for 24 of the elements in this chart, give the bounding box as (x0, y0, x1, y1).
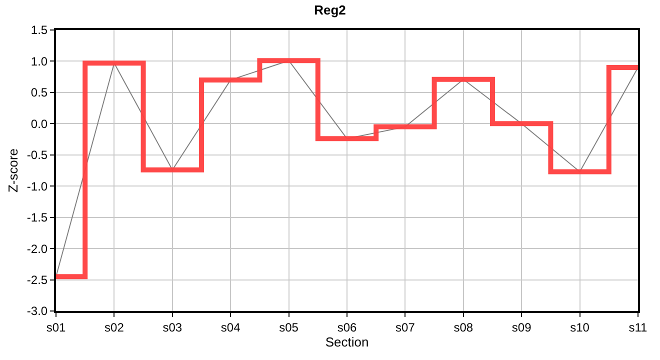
x-tick-label: s02 (104, 320, 124, 334)
x-tick-label: s04 (220, 320, 241, 334)
chart-title: Reg2 (314, 2, 346, 18)
x-tick-label: s03 (162, 320, 182, 334)
y-tick-label: -2.0 (26, 242, 48, 256)
x-axis-title: Section (325, 334, 369, 350)
y-tick-label: 0.5 (30, 86, 48, 100)
x-tick-label: s09 (512, 320, 532, 334)
x-tick-label: s11 (628, 320, 648, 334)
y-tick-label: -1.5 (26, 210, 48, 225)
y-tick-label: 1.5 (30, 23, 48, 38)
x-tick-label: s01 (46, 320, 66, 334)
y-axis-title: Z-score (5, 148, 20, 193)
x-tick-label: s07 (396, 320, 416, 334)
x-tick-label: s10 (570, 320, 590, 334)
x-tick-label: s08 (454, 320, 474, 334)
y-tick-label: -3.0 (26, 304, 48, 318)
y-tick-label: 1.0 (30, 54, 48, 68)
y-tick-label: 0.0 (30, 116, 48, 131)
x-tick-label: s05 (279, 320, 299, 334)
y-tick-label: -2.5 (26, 272, 48, 287)
y-tick-label: -1.0 (26, 179, 48, 194)
y-tick-label: -0.5 (26, 148, 48, 162)
x-tick-label: s06 (337, 320, 357, 334)
